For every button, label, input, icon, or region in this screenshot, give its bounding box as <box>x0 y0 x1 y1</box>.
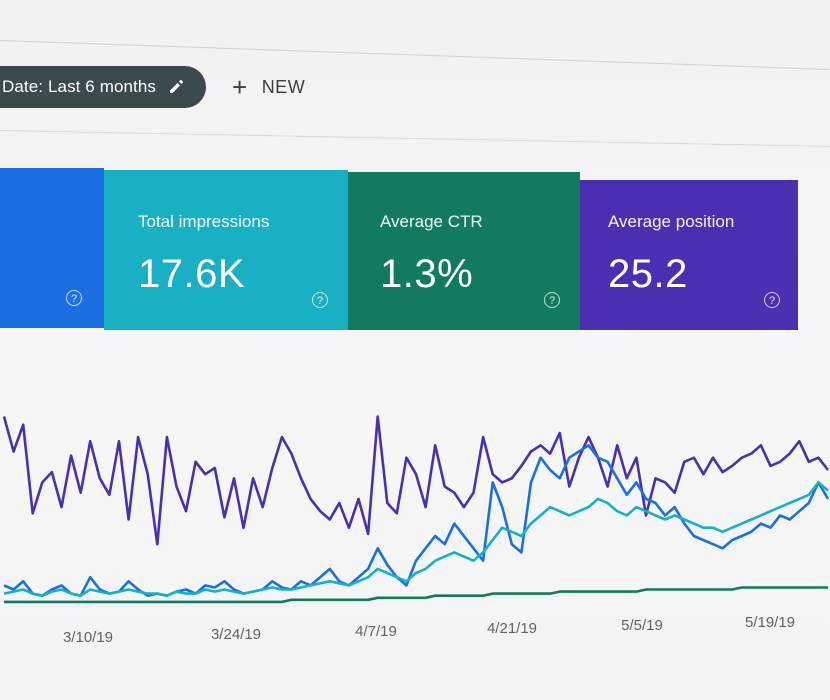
metric-title: Total impressions <box>138 212 270 231</box>
help-icon[interactable]: ? <box>544 292 560 308</box>
metric-title: Average position <box>608 212 735 231</box>
metric-value: 1.3% <box>380 252 474 296</box>
average-ctr-card[interactable]: Average CTR 1.3% ? <box>348 172 580 330</box>
metric-title: Average CTR <box>380 212 483 231</box>
x-tick-label: 5/19/19 <box>745 614 795 631</box>
x-tick-label: 4/7/19 <box>355 623 397 640</box>
divider <box>0 130 830 147</box>
help-icon[interactable]: ? <box>764 292 780 308</box>
metric-value: 25.2 <box>608 252 688 296</box>
new-filter-button[interactable]: + NEW <box>232 74 305 100</box>
date-filter-label: Date: Last 6 months <box>2 77 157 96</box>
average-position-card[interactable]: Average position 25.2 ? <box>580 180 798 330</box>
total-impressions-card[interactable]: Total impressions 17.6K ? <box>104 170 348 330</box>
x-tick-label: 3/24/19 <box>211 626 261 643</box>
edit-pencil-icon[interactable] <box>168 79 184 95</box>
series-line-3 <box>4 586 828 604</box>
series-line-2 <box>3 481 829 597</box>
help-icon[interactable]: ? <box>66 290 82 306</box>
x-tick-label: 5/5/19 <box>621 617 663 634</box>
new-filter-label: NEW <box>261 76 306 97</box>
x-tick-label: 3/10/19 <box>63 629 113 646</box>
total-clicks-card[interactable]: ? <box>0 168 104 328</box>
help-icon[interactable]: ? <box>312 292 328 308</box>
date-filter-chip[interactable]: Date: Last 6 months <box>0 66 206 108</box>
plus-icon: + <box>232 72 248 102</box>
metric-cards: ? Total impressions 17.6K ? Average CTR … <box>0 164 830 334</box>
x-tick-label: 4/21/19 <box>487 620 537 637</box>
metric-value: 17.6K <box>138 252 246 296</box>
series-line-0 <box>2 415 830 546</box>
performance-line-chart: 3/10/19 3/24/19 4/7/19 4/21/19 5/5/19 5/19/19 <box>2 415 830 646</box>
